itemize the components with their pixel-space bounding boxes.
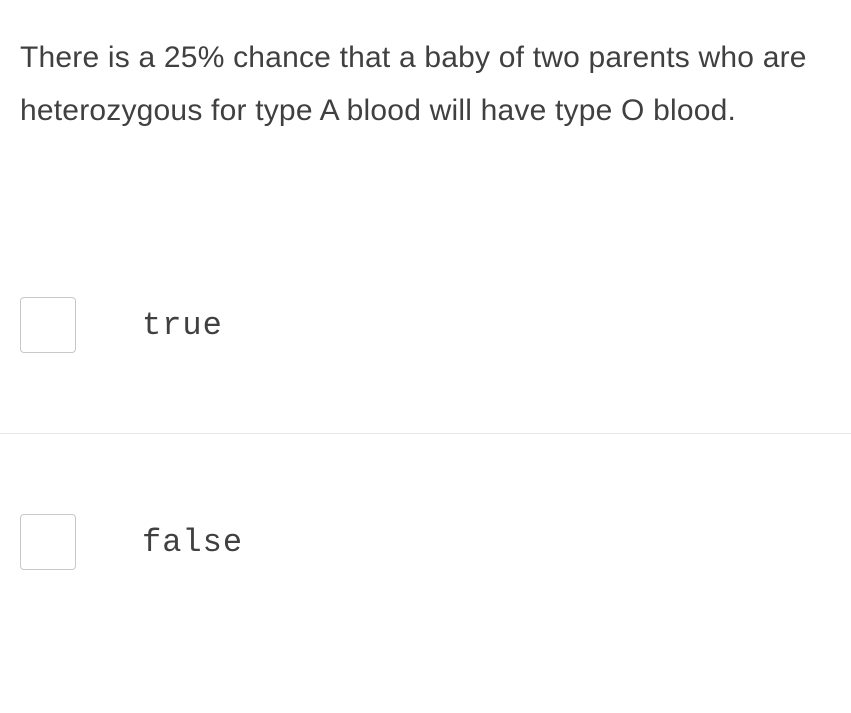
checkbox-false[interactable] — [20, 514, 76, 570]
options-container: true false — [0, 277, 851, 590]
option-label-false: false — [142, 524, 243, 561]
question-container: There is a 25% chance that a baby of two… — [0, 0, 851, 137]
option-label-true: true — [142, 307, 223, 344]
option-row-true[interactable]: true — [0, 277, 851, 434]
question-text: There is a 25% chance that a baby of two… — [20, 32, 831, 137]
checkbox-true[interactable] — [20, 297, 76, 353]
option-row-false[interactable]: false — [0, 434, 851, 590]
